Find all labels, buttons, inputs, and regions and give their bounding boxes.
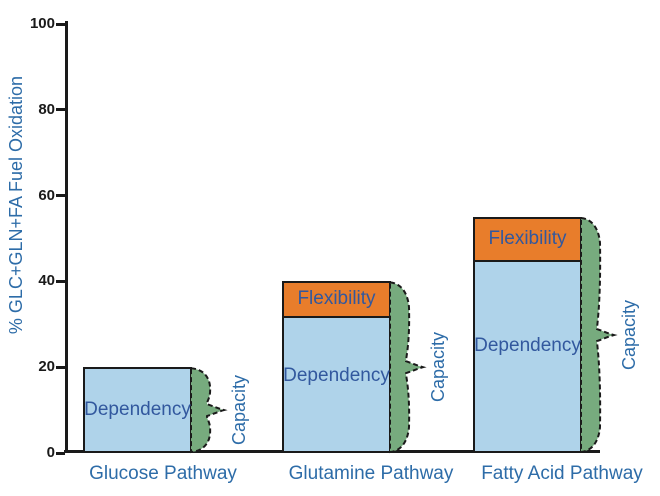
y-tick-mark <box>56 365 65 369</box>
y-axis-line <box>65 21 68 453</box>
capacity-brace <box>190 367 228 454</box>
y-tick-label: 80 <box>38 100 55 118</box>
y-tick-label: 100 <box>29 15 55 32</box>
bar-segment-dependency <box>473 259 582 453</box>
bar-segment-dependency <box>83 367 192 453</box>
flexibility-label: Flexibility <box>488 227 567 249</box>
y-tick-mark <box>56 108 65 112</box>
y-tick-mark <box>56 451 65 455</box>
dependency-label: Dependency <box>283 364 390 386</box>
y-axis-title: % GLC+GLN+FA Fuel Oxidation <box>6 75 26 335</box>
capacity-label: Capacity <box>428 332 448 403</box>
y-tick-label: 40 <box>38 272 55 290</box>
y-tick-label: 20 <box>38 358 55 376</box>
y-tick-mark <box>56 22 65 26</box>
category-label-fatty-acid: Fatty Acid Pathway <box>481 463 643 484</box>
capacity-label: Capacity <box>229 375 249 446</box>
bar-segment-flexibility <box>473 217 582 260</box>
capacity-brace <box>389 281 427 454</box>
y-tick-label: 60 <box>38 186 55 204</box>
bar-segment-dependency <box>282 315 391 453</box>
y-tick-label: 0 <box>46 444 55 461</box>
dependency-label: Dependency <box>84 399 191 421</box>
category-label-glucose: Glucose Pathway <box>89 463 237 484</box>
dependency-label: Dependency <box>474 334 581 356</box>
category-label-glutamine: Glutamine Pathway <box>288 463 454 484</box>
y-tick-mark <box>56 194 65 198</box>
flexibility-label: Flexibility <box>297 287 376 309</box>
capacity-label: Capacity <box>619 300 639 371</box>
y-tick-mark <box>56 279 65 283</box>
capacity-brace <box>580 216 618 454</box>
